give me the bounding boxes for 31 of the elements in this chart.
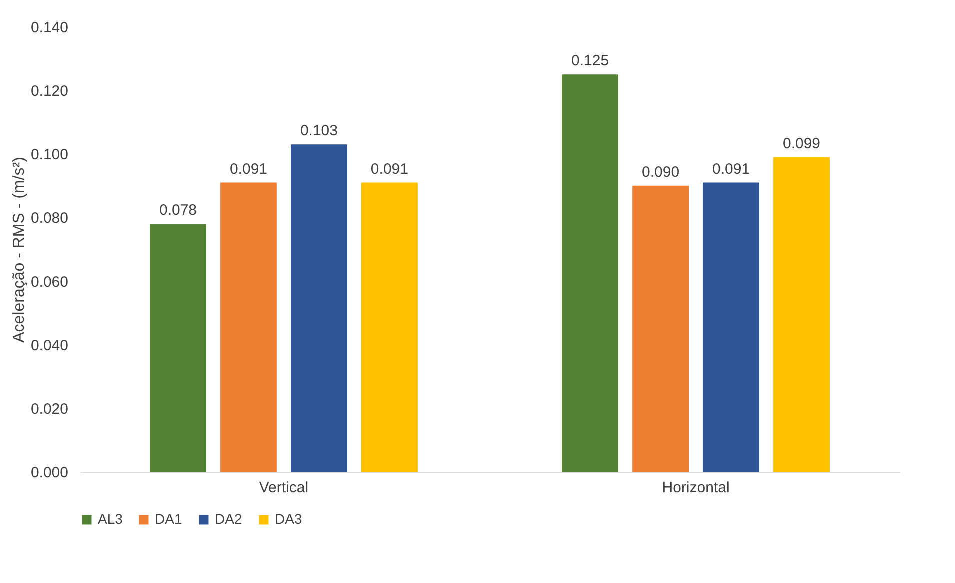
bar (774, 157, 830, 472)
y-axis-title: Aceleração - RMS - (m/s²) (10, 157, 28, 343)
legend-label: DA1 (155, 511, 182, 527)
bar (291, 144, 348, 472)
bar (220, 182, 277, 472)
x-tick-label: Horizontal (662, 480, 730, 496)
text: 0.125 (572, 52, 610, 70)
y-tick-label: 0.040 (30, 337, 68, 354)
bar (150, 224, 206, 472)
text: 0.091 (230, 160, 268, 178)
y-tick-label: 0.120 (30, 83, 68, 100)
text: 0.091 (712, 160, 750, 178)
text: 0.090 (642, 164, 680, 181)
text: 0.103 (300, 122, 338, 140)
y-tick-label: 0.080 (30, 210, 68, 228)
x-tick-label: Vertical (259, 480, 309, 496)
bar (362, 182, 418, 472)
y-tick-label: 0.000 (30, 464, 68, 482)
text: 0.099 (782, 135, 821, 152)
y-tick-label: 0.140 (30, 20, 68, 36)
bar (703, 182, 760, 472)
bar (632, 186, 689, 472)
text: 0.091 (370, 160, 408, 178)
y-tick-label: 0.020 (30, 400, 68, 418)
text: 0.078 (159, 202, 198, 220)
y-tick-label: 0.060 (30, 274, 68, 291)
y-tick-label: 0.100 (30, 146, 68, 164)
legend-label: DA2 (215, 511, 242, 527)
bar (562, 74, 618, 472)
legend-label: DA3 (275, 511, 302, 527)
legend-label: AL3 (98, 511, 124, 527)
